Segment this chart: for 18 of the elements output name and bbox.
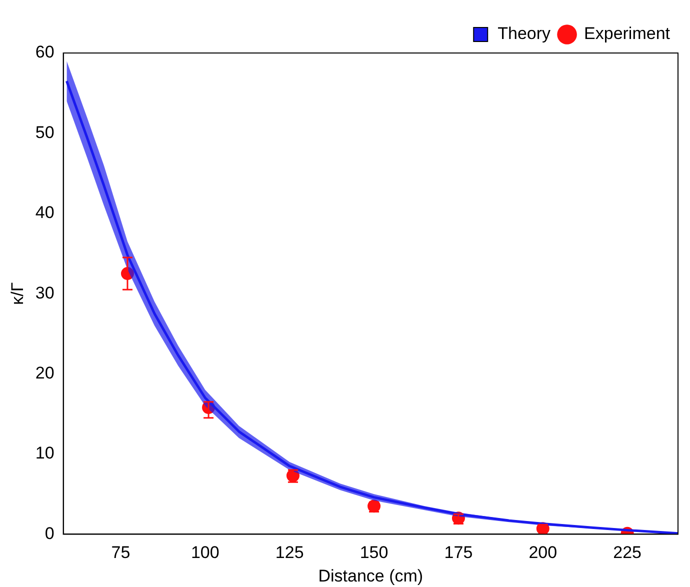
x-tick-label: 200 xyxy=(528,543,558,562)
x-tick-label: 175 xyxy=(444,543,473,562)
x-tick-label: 125 xyxy=(275,543,304,562)
x-axis-title: Distance (cm) xyxy=(318,566,424,586)
x-tick-label: 225 xyxy=(613,543,642,562)
legend-label: Theory xyxy=(498,24,552,44)
y-axis-title: κ/Γ xyxy=(8,282,27,305)
y-tick-label: 0 xyxy=(44,524,54,543)
x-tick-label: 75 xyxy=(111,543,130,562)
x-tick-label: 100 xyxy=(190,543,220,562)
legend-label: Experiment xyxy=(584,24,670,44)
y-tick-label: 10 xyxy=(35,444,54,463)
y-tick-label: 20 xyxy=(35,363,54,382)
y-tick-label: 50 xyxy=(35,122,54,142)
y-tick-label: 30 xyxy=(35,283,54,302)
y-tick-label: 40 xyxy=(35,203,54,222)
x-tick-label: 150 xyxy=(360,543,388,562)
y-tick-label: 60 xyxy=(35,42,54,62)
